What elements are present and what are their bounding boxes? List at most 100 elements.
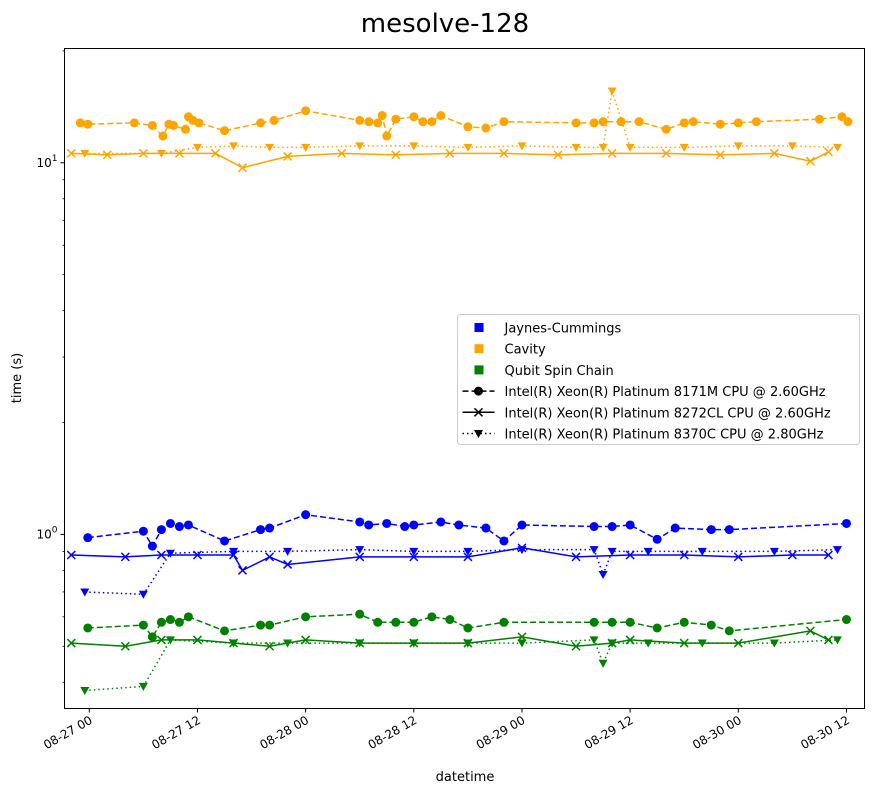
data-point	[391, 150, 401, 160]
data-point	[463, 552, 473, 562]
data-point	[156, 617, 166, 627]
legend-swatch	[474, 323, 484, 332]
legend-label: Intel(R) Xeon(R) Platinum 8370C CPU @ 2.…	[505, 428, 824, 443]
data-point	[66, 638, 76, 648]
series-line	[84, 90, 838, 155]
data-point	[589, 636, 599, 645]
data-point	[301, 612, 311, 622]
data-point	[805, 156, 815, 166]
data-point	[409, 547, 419, 556]
data-point	[607, 522, 617, 532]
data-point	[463, 143, 473, 152]
series-1	[66, 147, 833, 173]
data-point	[598, 570, 608, 579]
data-point	[481, 523, 491, 533]
series-line	[71, 547, 829, 572]
x-axis-label: datetime	[436, 770, 495, 785]
legend-entry: Intel(R) Xeon(R) Platinum 8272CL CPU @ 2…	[462, 406, 831, 421]
data-point	[220, 536, 229, 546]
chart-title: mesolve-128	[361, 9, 529, 39]
data-point	[427, 612, 437, 622]
data-point	[769, 547, 779, 556]
legend-frame	[457, 314, 860, 445]
data-point	[409, 617, 419, 627]
axes-frame	[64, 48, 865, 709]
data-point	[843, 117, 853, 127]
data-point	[237, 163, 248, 173]
data-point	[283, 639, 293, 648]
data-point	[805, 626, 815, 636]
data-point	[229, 547, 239, 556]
data-point	[607, 148, 617, 158]
data-point	[679, 118, 689, 128]
data-point	[427, 117, 437, 127]
series-line	[71, 630, 829, 648]
data-point	[733, 552, 743, 562]
data-point	[688, 117, 698, 127]
data-point	[147, 541, 157, 551]
data-point	[832, 636, 842, 645]
data-point	[571, 143, 581, 152]
data-point	[814, 114, 824, 124]
data-point	[589, 546, 599, 555]
data-point	[355, 142, 365, 151]
data-point	[823, 147, 833, 157]
data-point	[168, 120, 178, 130]
data-point	[553, 150, 563, 160]
legend-label: Qubit Spin Chain	[505, 364, 614, 379]
data-point	[301, 510, 311, 520]
data-point	[192, 550, 202, 560]
data-point	[697, 639, 707, 648]
data-point	[436, 111, 446, 121]
series-8	[80, 636, 842, 696]
data-point	[733, 638, 743, 648]
data-point	[256, 118, 266, 128]
data-point	[517, 639, 527, 648]
data-point	[571, 641, 581, 651]
series-0	[75, 106, 853, 141]
data-point	[679, 550, 689, 560]
data-point	[210, 148, 221, 158]
data-point	[715, 119, 725, 129]
series-line	[71, 151, 829, 169]
x-axis: 08-27 00 08-27 12 08-28 00 08-28 12 08-29 00…	[41, 708, 852, 752]
data-point	[174, 617, 184, 627]
data-point	[269, 115, 279, 125]
legend-entry: Intel(R) Xeon(R) Platinum 8171M CPU @ 2.…	[462, 385, 826, 400]
data-point	[301, 143, 311, 152]
data-point	[165, 549, 175, 558]
data-point	[229, 142, 239, 151]
data-point	[337, 148, 347, 158]
data-point	[220, 626, 229, 636]
data-point	[463, 623, 473, 633]
legend-entry: Jaynes-Cummings	[474, 322, 621, 337]
data-point	[147, 632, 157, 642]
data-point	[679, 143, 689, 152]
data-point	[80, 149, 90, 158]
data-point	[192, 143, 202, 152]
data-point	[598, 659, 608, 668]
data-point	[517, 632, 527, 642]
data-point	[652, 534, 662, 544]
data-point	[364, 520, 374, 530]
data-point	[80, 588, 90, 597]
data-point	[607, 547, 617, 556]
data-point	[607, 87, 617, 96]
data-point	[409, 552, 419, 562]
y-axis-label: time (s)	[10, 353, 25, 403]
data-point	[733, 118, 743, 128]
legend-entry: Cavity	[474, 343, 546, 358]
data-point	[841, 518, 851, 528]
data-point	[283, 151, 293, 161]
data-point	[364, 117, 374, 127]
data-point	[643, 639, 653, 648]
x-tick-label: 08-27 00	[41, 713, 95, 752]
data-point	[83, 533, 93, 543]
legend-entry: Intel(R) Xeon(R) Platinum 8370C CPU @ 2.…	[462, 428, 824, 443]
legend-label: Cavity	[505, 343, 546, 358]
data-point	[265, 641, 275, 651]
legend-label: Intel(R) Xeon(R) Platinum 8272CL CPU @ 2…	[505, 406, 831, 421]
data-point	[165, 615, 175, 625]
series-4	[66, 543, 833, 575]
data-point	[769, 639, 779, 648]
